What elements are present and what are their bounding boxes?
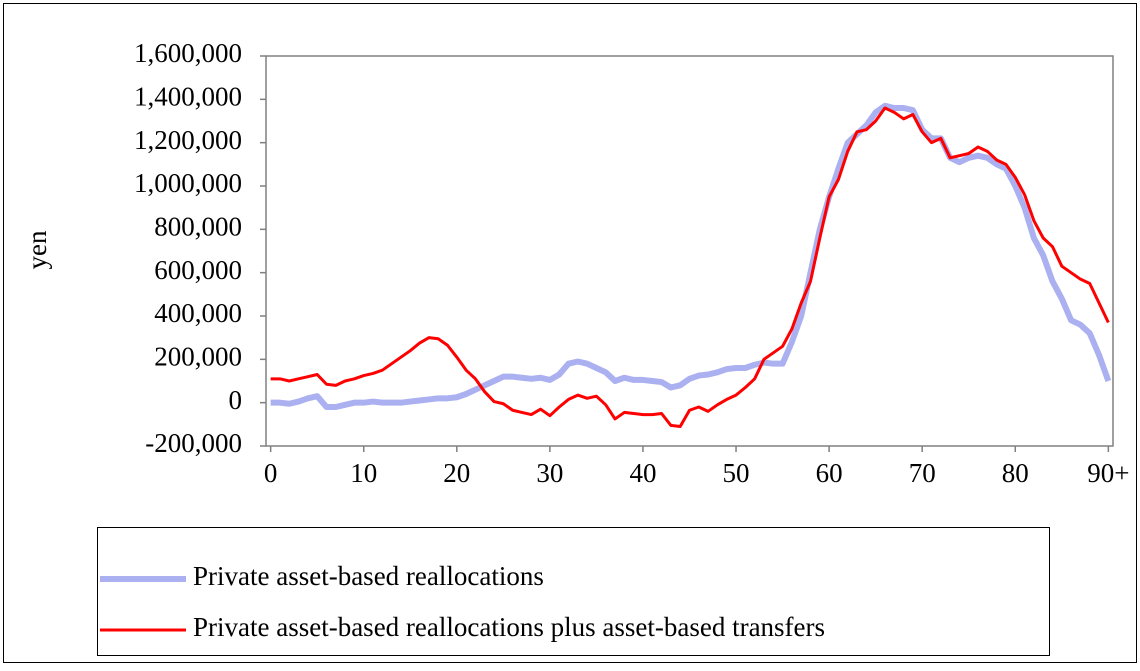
y-tick-label: 200,000 <box>154 342 242 372</box>
y-tick-label: 1,200,000 <box>134 125 242 155</box>
plot-area <box>265 55 1114 447</box>
legend-label: Private asset-based reallocations plus a… <box>193 612 825 642</box>
x-tick-label: 90+ <box>1087 458 1129 488</box>
y-tick-label: 1,600,000 <box>134 38 242 68</box>
x-tick-label: 50 <box>723 458 750 488</box>
series-line <box>270 102 1112 410</box>
legend <box>97 527 1050 656</box>
x-tick-label: 0 <box>264 458 278 488</box>
y-tick-label: 800,000 <box>154 212 242 242</box>
x-tick-label: 10 <box>350 458 377 488</box>
y-tick-label: 400,000 <box>154 298 242 328</box>
y-tick-label: -200,000 <box>145 428 242 458</box>
y-tick-label: 1,000,000 <box>134 168 242 198</box>
x-tick-label: 20 <box>443 458 470 488</box>
legend-label: Private asset-based reallocations <box>193 561 544 591</box>
y-tick-label: 1,400,000 <box>134 82 242 112</box>
y-tick-label: 600,000 <box>154 255 242 285</box>
series-line <box>270 106 1110 428</box>
y-tick-label: 0 <box>229 385 243 415</box>
y-axis-label: yen <box>22 230 52 269</box>
x-tick-label: 30 <box>536 458 563 488</box>
x-tick-label: 60 <box>816 458 843 488</box>
x-tick-label: 70 <box>909 458 936 488</box>
x-tick-label: 40 <box>629 458 656 488</box>
x-tick-label: 80 <box>1002 458 1029 488</box>
